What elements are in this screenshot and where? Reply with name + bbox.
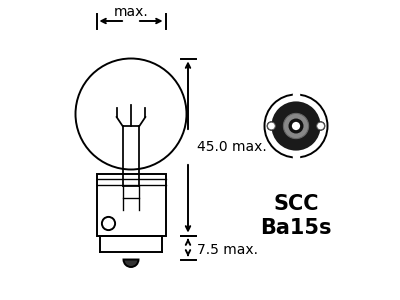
- Circle shape: [271, 101, 321, 151]
- Bar: [96, 174, 166, 236]
- Text: 45.0 max.: 45.0 max.: [197, 140, 267, 154]
- Circle shape: [316, 121, 326, 131]
- Circle shape: [292, 122, 300, 130]
- Bar: [293, 93, 299, 98]
- Text: SCC
Ba15s: SCC Ba15s: [260, 194, 332, 238]
- Circle shape: [317, 122, 324, 130]
- Text: 7.5 max.: 7.5 max.: [197, 244, 258, 257]
- Circle shape: [288, 118, 304, 134]
- Bar: [293, 154, 299, 159]
- Wedge shape: [124, 260, 138, 267]
- Text: 26.5
max.: 26.5 max.: [114, 0, 148, 20]
- Circle shape: [266, 121, 276, 131]
- Circle shape: [283, 113, 309, 139]
- Circle shape: [268, 122, 275, 130]
